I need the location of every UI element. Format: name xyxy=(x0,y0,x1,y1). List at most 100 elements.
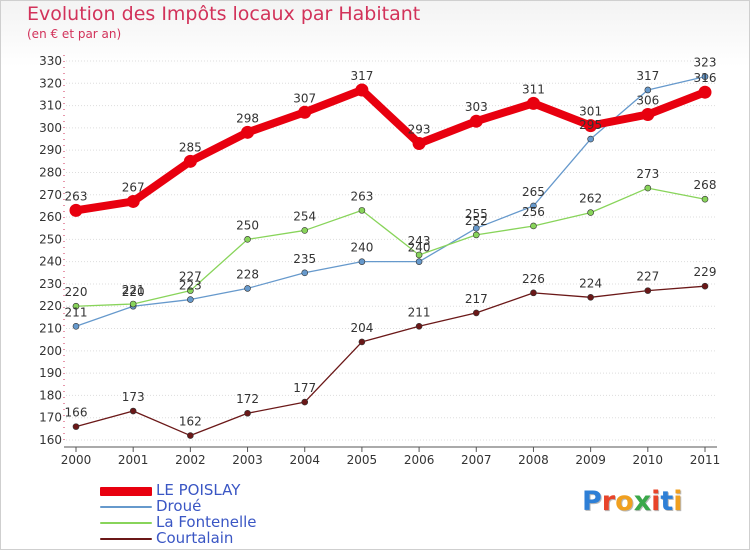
data-point xyxy=(472,231,480,239)
data-label: 306 xyxy=(636,94,659,108)
data-point xyxy=(701,73,709,80)
data-label: 250 xyxy=(236,218,259,232)
x-tick-label: 2009 xyxy=(575,453,606,467)
y-tick-label: 260 xyxy=(39,210,62,224)
data-point xyxy=(584,119,598,133)
x-tick-label: 2000 xyxy=(61,453,92,467)
data-point xyxy=(241,125,255,139)
y-tick-label: 190 xyxy=(39,366,62,380)
data-point xyxy=(587,209,594,216)
y-tick-label: 290 xyxy=(39,143,62,157)
data-label: 317 xyxy=(350,69,373,83)
data-point xyxy=(587,135,594,143)
data-label: 211 xyxy=(408,305,431,319)
data-point xyxy=(187,296,194,303)
data-label: 301 xyxy=(579,105,602,119)
data-point xyxy=(472,224,480,232)
x-tick-label: 2010 xyxy=(633,453,664,467)
data-point xyxy=(129,407,137,415)
data-label: 227 xyxy=(636,270,659,284)
data-point xyxy=(301,227,309,234)
legend-swatch xyxy=(100,538,152,540)
data-label: 307 xyxy=(293,91,316,105)
data-label: 223 xyxy=(179,279,202,293)
data-label: 173 xyxy=(122,390,145,404)
data-point xyxy=(526,96,540,110)
x-tick-label: 2002 xyxy=(175,453,206,467)
y-tick-label: 310 xyxy=(39,99,62,113)
y-tick-label: 210 xyxy=(39,322,62,336)
legend-label: Droué xyxy=(156,497,202,515)
chart-subtitle: (en € et par an) xyxy=(27,27,122,41)
data-point xyxy=(472,309,480,317)
data-point xyxy=(183,154,197,168)
x-tick-label: 2004 xyxy=(289,453,320,467)
x-tick-label: 2001 xyxy=(118,453,149,467)
x-tick-label: 2008 xyxy=(518,453,549,467)
data-label: 172 xyxy=(236,392,259,406)
data-label: 263 xyxy=(350,189,373,203)
chart-title: Evolution des Impôts locaux par Habitant xyxy=(27,3,421,25)
data-point xyxy=(644,184,652,192)
data-label: 166 xyxy=(65,406,88,420)
x-tick-label: 2003 xyxy=(232,453,263,467)
data-label: 295 xyxy=(579,118,602,132)
data-label: 177 xyxy=(293,381,316,395)
data-point xyxy=(530,222,537,230)
x-tick-label: 2007 xyxy=(461,453,492,467)
data-label: 243 xyxy=(408,234,431,248)
data-point xyxy=(244,285,251,292)
data-label: 204 xyxy=(350,321,373,335)
data-label: 217 xyxy=(465,292,488,306)
data-label: 224 xyxy=(579,276,602,290)
data-label: 220 xyxy=(122,285,145,299)
data-label: 228 xyxy=(236,267,259,281)
y-tick-label: 160 xyxy=(39,433,62,447)
data-label: 262 xyxy=(579,192,602,206)
data-label: 227 xyxy=(179,270,202,284)
data-label: 317 xyxy=(636,69,659,83)
data-point xyxy=(641,108,655,122)
series-line-drou- xyxy=(75,75,706,327)
series-line-la-fontenelle xyxy=(75,187,706,307)
legend-label: La Fontenelle xyxy=(156,513,257,531)
data-point xyxy=(698,85,712,99)
legend-label: Courtalain xyxy=(156,529,234,547)
data-label: 285 xyxy=(179,140,202,154)
data-point xyxy=(412,136,426,150)
data-label: 263 xyxy=(65,189,88,203)
legend-swatch xyxy=(100,522,152,524)
series-line-le-poislay xyxy=(72,85,709,215)
x-tick-label: 2011 xyxy=(690,453,721,467)
data-point xyxy=(69,203,83,217)
data-label: 240 xyxy=(408,241,431,255)
data-label: 229 xyxy=(694,265,717,279)
data-label: 254 xyxy=(293,209,316,223)
y-tick-label: 330 xyxy=(39,54,62,68)
data-label: 220 xyxy=(65,285,88,299)
data-point xyxy=(644,86,652,94)
y-tick-label: 230 xyxy=(39,277,62,291)
y-tick-label: 220 xyxy=(39,299,62,313)
x-tick-label: 2006 xyxy=(404,453,435,467)
x-tick-label: 2005 xyxy=(347,453,378,467)
data-point xyxy=(530,202,537,210)
data-label: 226 xyxy=(522,272,545,286)
data-point xyxy=(298,105,312,119)
data-label: 323 xyxy=(694,56,717,70)
y-tick-label: 300 xyxy=(39,121,62,135)
data-label: 252 xyxy=(465,214,488,228)
data-label: 267 xyxy=(122,180,145,194)
data-label: 303 xyxy=(465,100,488,114)
data-point xyxy=(469,114,483,128)
y-tick-label: 180 xyxy=(39,388,62,402)
data-point xyxy=(701,282,709,290)
data-label: 221 xyxy=(122,283,145,297)
legend-swatch xyxy=(100,506,152,508)
data-label: 268 xyxy=(694,178,717,192)
data-point xyxy=(355,83,369,97)
y-tick-label: 250 xyxy=(39,232,62,246)
data-point xyxy=(72,302,80,310)
